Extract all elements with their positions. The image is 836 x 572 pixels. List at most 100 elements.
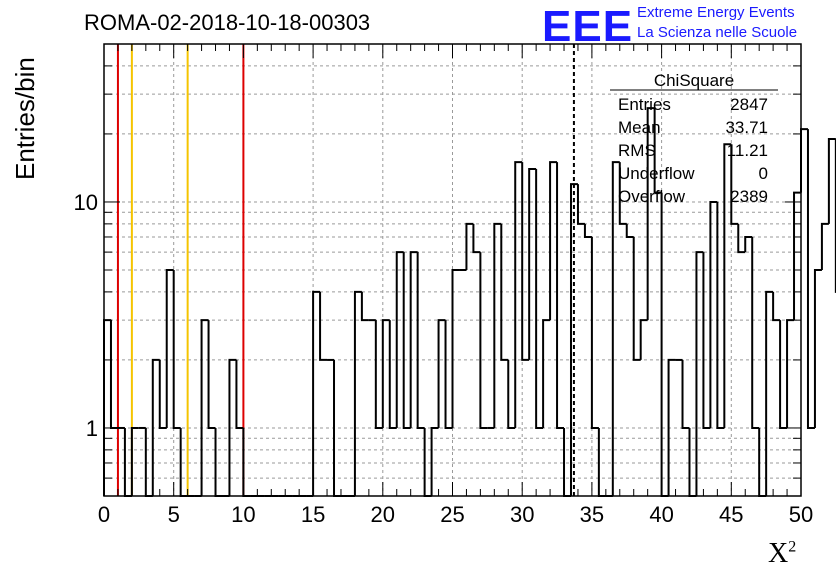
histogram-bin <box>479 252 488 429</box>
histogram-bin <box>472 223 481 254</box>
histogram-bin <box>751 236 760 429</box>
histogram-bin <box>542 319 551 428</box>
histogram-bin <box>611 161 620 496</box>
histogram-bin <box>151 358 160 496</box>
stats-title: ChiSquare <box>654 71 734 90</box>
x-tick-label: 35 <box>580 502 604 527</box>
x-tick-label: 40 <box>649 502 673 527</box>
histogram-bin <box>660 192 669 497</box>
stats-label: Overflow <box>618 187 686 206</box>
histogram-bin <box>667 358 676 496</box>
histogram-bin <box>437 319 446 428</box>
histogram-bin <box>409 251 418 428</box>
y-tick-label: 1 <box>86 416 98 441</box>
histogram-bin <box>786 319 795 428</box>
histogram-bin <box>172 270 181 429</box>
histogram-bin <box>507 359 516 429</box>
stats-label: RMS <box>618 141 656 160</box>
histogram-bin <box>360 291 369 322</box>
histogram-bin <box>416 252 425 429</box>
histogram-bin <box>618 162 627 225</box>
histogram-bin <box>632 236 641 361</box>
histogram-bin <box>646 107 655 321</box>
x-tick-label: 20 <box>371 502 395 527</box>
histogram-bin <box>590 236 599 429</box>
histogram-bin <box>165 269 174 428</box>
stats-value: 0 <box>759 164 768 183</box>
histogram-bin <box>514 161 523 428</box>
histogram-bin <box>388 320 397 429</box>
x-axis-label: X2 <box>768 538 797 569</box>
histogram-bin <box>109 320 118 429</box>
histogram-bin <box>639 319 648 360</box>
x-tick-label: 25 <box>440 502 464 527</box>
histogram-bin <box>653 108 662 194</box>
x-tick-label: 0 <box>98 502 110 527</box>
stats-value: 33.71 <box>725 118 768 137</box>
x-tick-label: 10 <box>231 502 255 527</box>
histogram-bin <box>374 320 383 429</box>
histogram-bin <box>158 359 167 429</box>
y-axis-label: Entries/bin <box>10 57 40 180</box>
histogram-bin <box>556 162 565 429</box>
histogram-bin <box>625 223 634 238</box>
stats-label: Entries <box>618 95 671 114</box>
histogram-bin <box>381 319 390 428</box>
x-tick-label: 15 <box>301 502 325 527</box>
histogram-bin <box>521 162 530 361</box>
histogram-bin <box>765 290 774 496</box>
histogram-bin <box>681 359 690 429</box>
histogram-bin <box>820 222 829 270</box>
histogram-bin <box>395 251 404 428</box>
histogram-bin <box>806 129 815 429</box>
histogram-bin <box>200 319 209 496</box>
histogram-bin <box>353 290 362 496</box>
stats-value: 2847 <box>730 95 768 114</box>
histogram-bin <box>813 269 822 428</box>
histogram-bin <box>549 161 558 321</box>
histogram-bin <box>493 222 502 428</box>
stats-label: Mean <box>618 118 661 137</box>
stats-label: Underflow <box>618 164 695 183</box>
histogram-bin <box>130 426 139 496</box>
histogram-bin <box>235 359 244 429</box>
logo-line-2: La Scienza nelle Scuole <box>637 24 798 41</box>
histogram-bin <box>103 319 111 496</box>
histogram-bin <box>709 200 718 428</box>
histogram-bin <box>402 252 411 429</box>
histogram-bin <box>569 183 578 496</box>
histogram-bin <box>430 426 439 496</box>
y-tick-label: 10 <box>74 190 98 215</box>
histogram-bin <box>737 223 746 254</box>
histogram-bin <box>779 320 788 429</box>
histogram-bin <box>772 291 781 322</box>
histogram-bin <box>723 143 732 428</box>
histogram-bin <box>228 358 237 496</box>
histogram-bin <box>695 251 704 496</box>
x-tick-label: 5 <box>168 502 180 527</box>
histogram-bin <box>576 184 585 225</box>
x-tick-label: 45 <box>719 502 743 527</box>
x-tick-label: 30 <box>510 502 534 527</box>
histogram-bin <box>800 128 808 193</box>
histogram-bin <box>465 222 474 270</box>
histogram-bin <box>583 223 592 238</box>
histogram-bin <box>827 137 836 224</box>
histogram-bin <box>444 320 453 429</box>
stats-value: 2389 <box>730 187 768 206</box>
run-title: ROMA-02-2018-10-18-00303 <box>84 10 371 35</box>
logo-line-1: Extreme Energy Events <box>637 4 795 21</box>
histogram-bin <box>535 168 544 429</box>
histogram-bin <box>528 167 537 360</box>
stats-value: 11.21 <box>727 141 768 160</box>
histogram-bin <box>451 269 460 428</box>
histogram-bin <box>500 223 509 361</box>
histogram-bin <box>730 144 739 225</box>
histogram-bin <box>312 290 321 496</box>
histogram-bin <box>793 191 801 321</box>
x-tick-label: 50 <box>789 502 813 527</box>
histogram-bin <box>702 252 711 429</box>
histogram-bin <box>207 320 216 429</box>
eee-logo: EEE <box>542 2 634 51</box>
